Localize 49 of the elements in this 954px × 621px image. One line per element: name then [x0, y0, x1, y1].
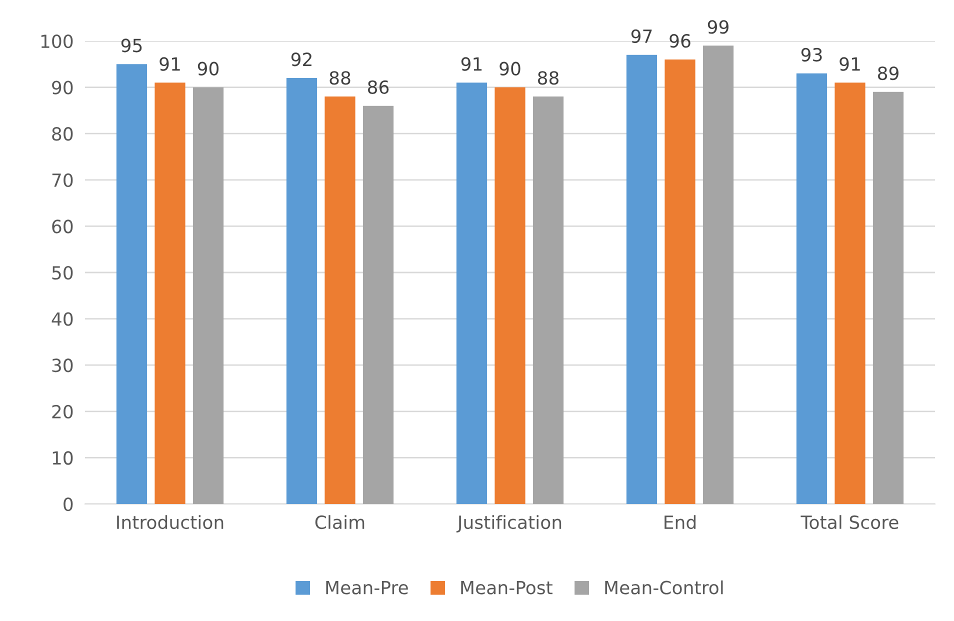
bar — [154, 82, 186, 504]
y-tick-label: 20 — [52, 404, 73, 419]
data-label: 91 — [840, 57, 860, 71]
y-tick-label: 50 — [52, 266, 73, 280]
data-label: 99 — [708, 20, 728, 34]
x-tick-label: End — [664, 515, 696, 530]
bar — [532, 96, 564, 504]
y-tick-label: 10 — [52, 451, 73, 465]
data-label: 92 — [291, 52, 312, 66]
y-tick-label: 60 — [52, 220, 73, 234]
y-tick-label: 30 — [52, 358, 73, 372]
data-label: 88 — [330, 71, 350, 85]
data-label: 95 — [121, 38, 142, 52]
bar — [324, 96, 356, 504]
bar — [796, 73, 828, 504]
bar — [872, 92, 904, 504]
data-label: 89 — [878, 66, 898, 80]
bar — [702, 46, 734, 504]
y-tick-label: 100 — [41, 34, 73, 48]
data-label: 86 — [368, 80, 389, 94]
y-tick-label: 0 — [64, 497, 73, 512]
y-tick-label: 90 — [52, 80, 73, 94]
y-tick-label: 80 — [52, 127, 73, 141]
x-tick-label: Justification — [456, 515, 562, 532]
data-label: 91 — [160, 57, 180, 71]
bar — [286, 78, 318, 504]
bar — [494, 87, 526, 504]
y-tick-label: 40 — [52, 312, 73, 326]
bar — [192, 87, 224, 504]
data-label: 93 — [801, 48, 822, 62]
data-label: 97 — [631, 29, 652, 44]
data-label: 96 — [670, 34, 690, 48]
data-label: 88 — [538, 71, 558, 85]
bar — [626, 54, 658, 504]
bar — [664, 60, 696, 504]
legend-label: Mean-Post — [461, 580, 552, 594]
data-label: 90 — [198, 62, 219, 76]
x-tick-label: Claim — [315, 515, 364, 530]
bar — [362, 106, 394, 504]
bar — [456, 82, 488, 504]
bar — [834, 82, 866, 504]
data-label: 90 — [500, 62, 520, 76]
x-tick-label: Introduction — [117, 515, 224, 530]
bar — [116, 64, 148, 504]
y-tick-label: 70 — [52, 173, 73, 188]
x-tick-label: Total Score — [800, 515, 898, 530]
data-label: 91 — [461, 57, 482, 71]
legend-label: Mean-Control — [605, 580, 723, 594]
legend-label: Mean-Pre — [326, 580, 408, 594]
